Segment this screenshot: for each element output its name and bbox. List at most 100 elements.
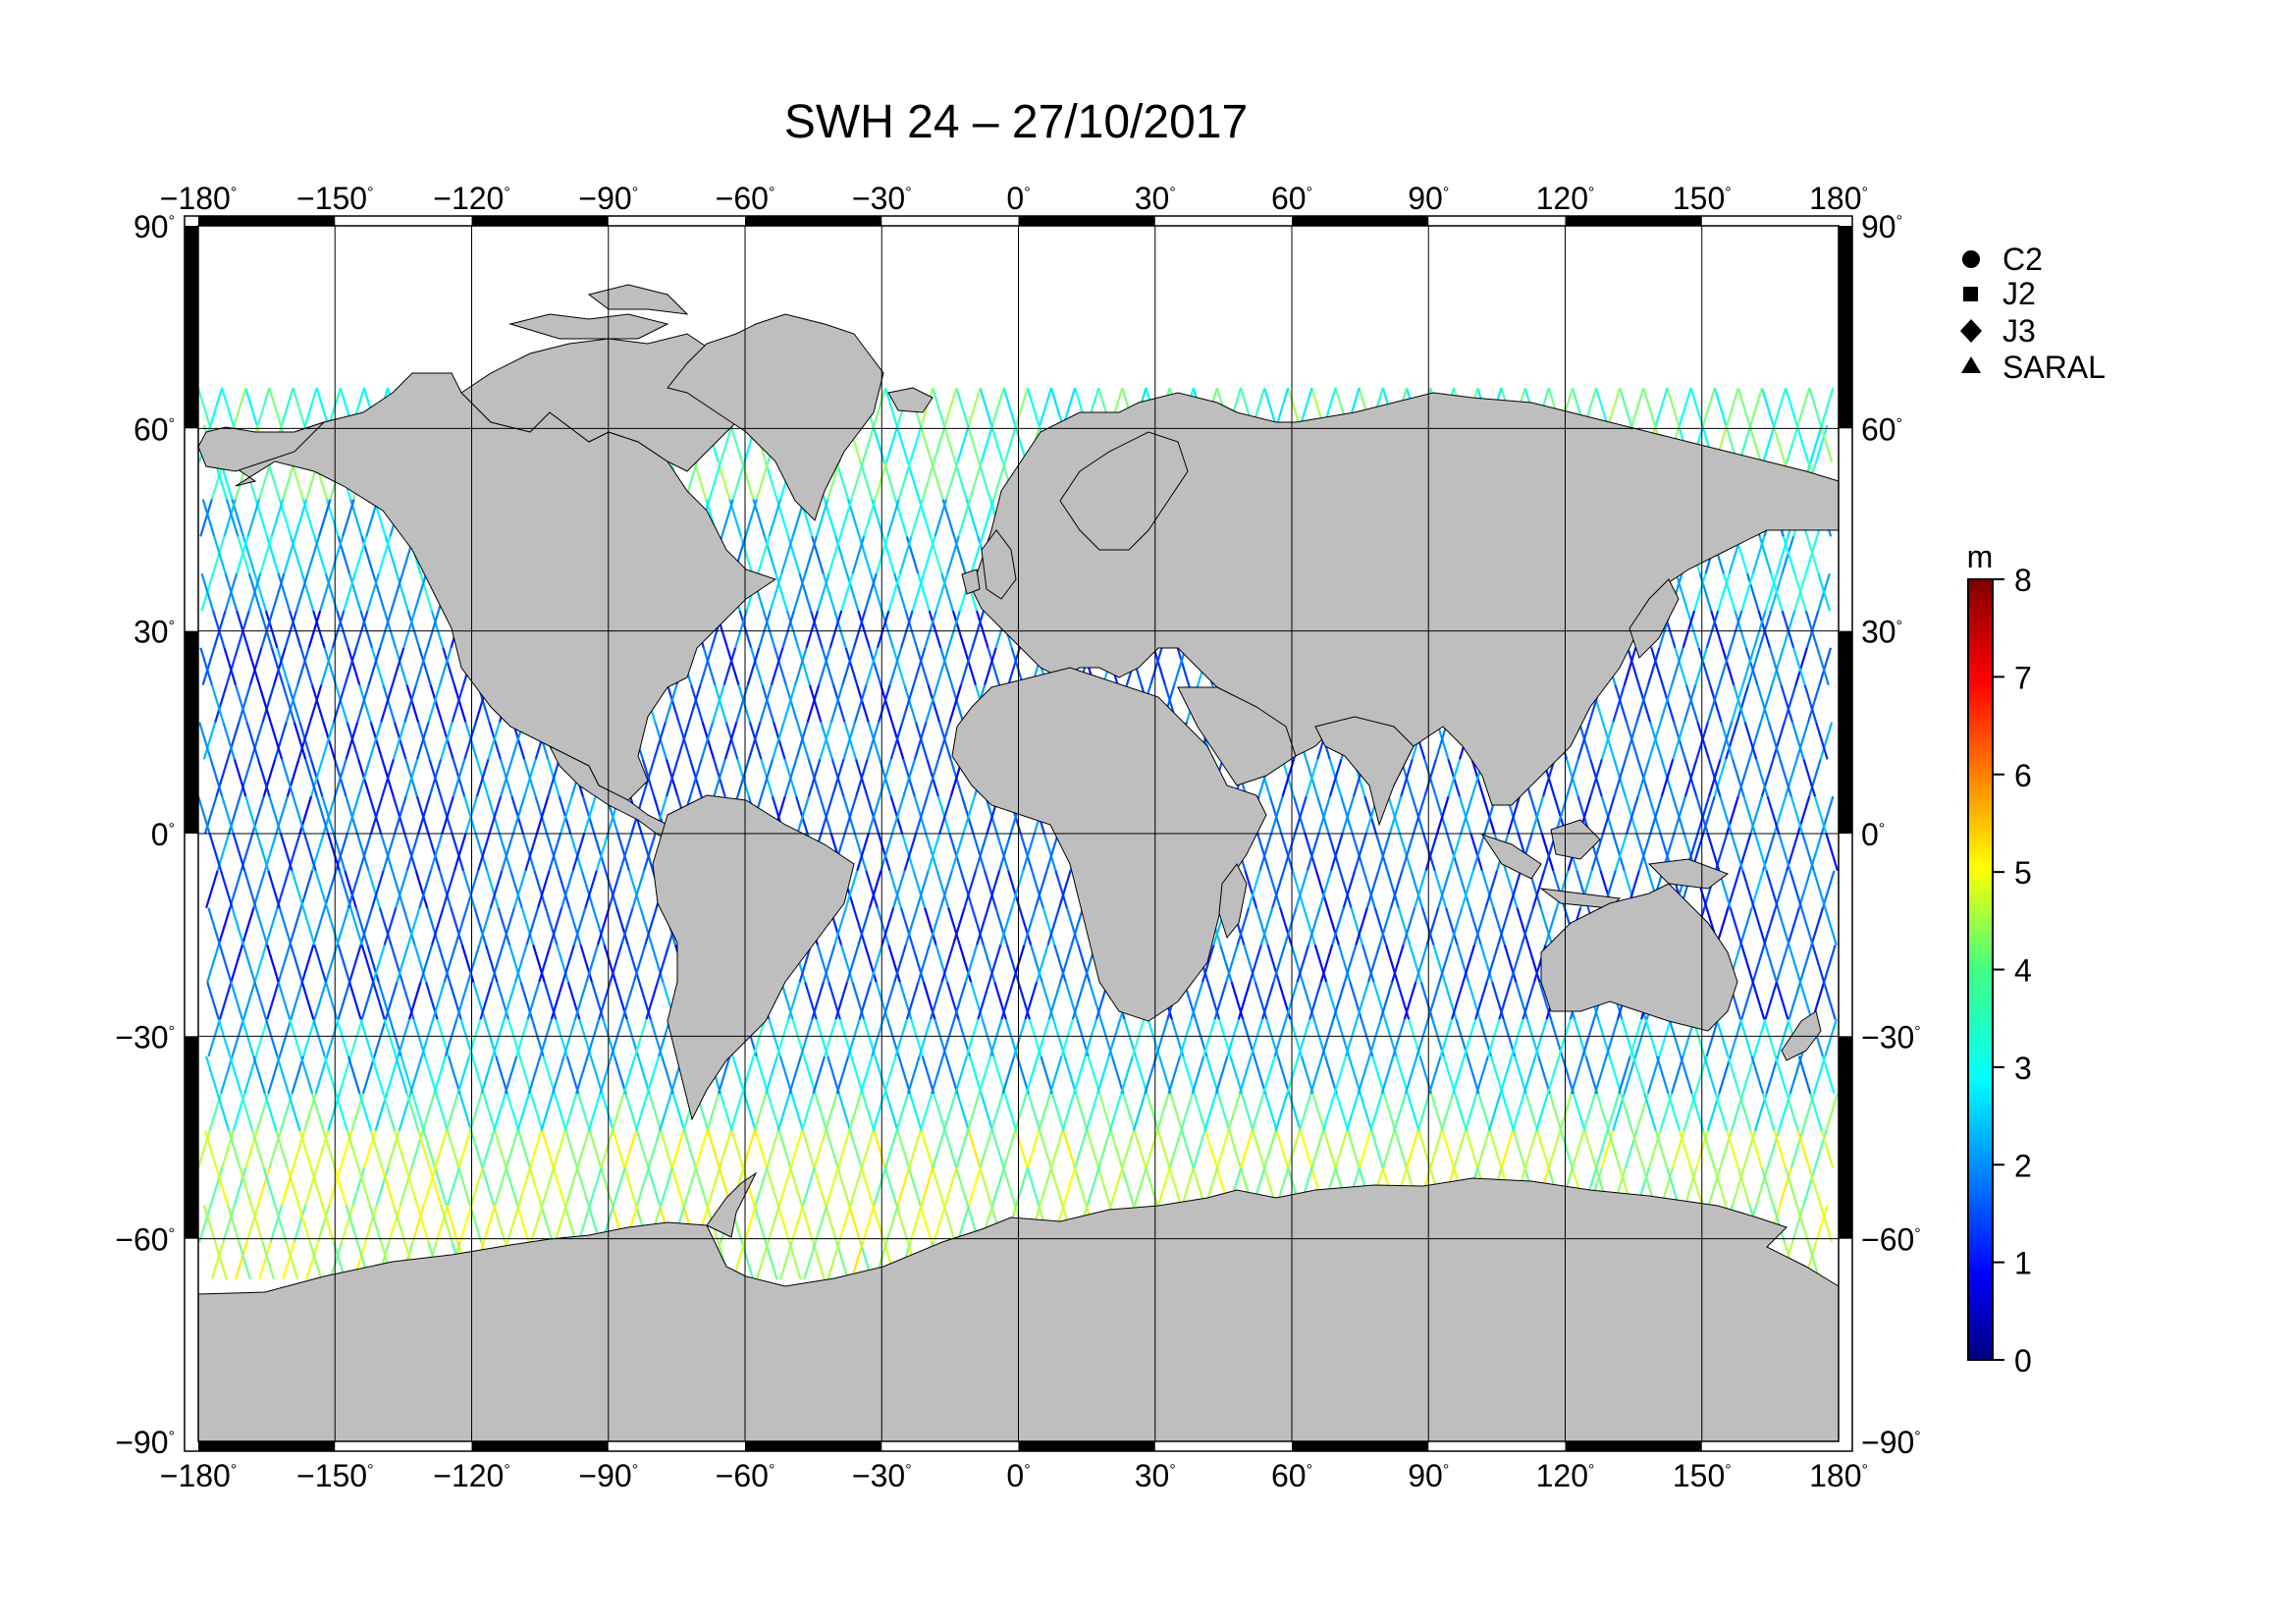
track-segment (351, 1167, 366, 1206)
track-segment (358, 833, 372, 872)
track-segment (800, 1093, 815, 1131)
axis-tick-label: 180° (1809, 1458, 1868, 1493)
track-segment (1086, 1130, 1100, 1168)
track-segment (557, 870, 571, 908)
track-segment (1466, 1055, 1480, 1095)
track-segment (1643, 1093, 1657, 1131)
track-segment (1548, 1093, 1563, 1131)
track-segment (1156, 1093, 1170, 1131)
track-segment (565, 1055, 580, 1095)
track-segment (1689, 387, 1704, 426)
track-segment (1706, 833, 1721, 872)
track-segment (988, 945, 1002, 983)
track-segment (226, 722, 240, 760)
track-segment (354, 610, 369, 649)
track-segment (1530, 795, 1545, 835)
track-segment (1529, 795, 1543, 835)
track-segment (1030, 945, 1043, 983)
track-segment (978, 461, 991, 500)
track-segment (828, 536, 842, 574)
track-segment (1686, 610, 1700, 649)
axis-tick-label: −90° (578, 181, 638, 216)
track-segment (979, 1167, 992, 1206)
track-segment (517, 1130, 531, 1168)
track-segment (1358, 1130, 1372, 1168)
track-segment (397, 1018, 411, 1057)
border-segment (471, 216, 609, 226)
track-segment (1820, 387, 1835, 426)
track-segment (267, 870, 281, 908)
track-segment (323, 1055, 338, 1095)
track-segment (834, 981, 849, 1020)
track-segment (1228, 1130, 1242, 1168)
track-segment (951, 907, 966, 946)
track-segment (636, 1167, 650, 1206)
track-segment (885, 424, 899, 463)
track-segment (291, 1055, 305, 1095)
track-segment (838, 499, 853, 537)
track-segment (828, 610, 843, 649)
axis-tick-label: −60° (716, 1458, 775, 1493)
track-segment (1182, 1055, 1196, 1095)
track-segment (1727, 870, 1740, 908)
track-segment (1703, 1055, 1717, 1095)
track-segment (1510, 1018, 1524, 1057)
track-segment (1149, 647, 1163, 686)
track-segment (415, 795, 430, 835)
track-segment (457, 1130, 472, 1168)
track-segment (423, 1055, 438, 1095)
track-segment (553, 1130, 566, 1168)
track-segment (616, 833, 631, 872)
track-segment (208, 833, 223, 872)
track-segment (917, 572, 931, 612)
track-segment (466, 945, 481, 983)
track-segment (1654, 387, 1669, 426)
track-segment (1299, 1130, 1313, 1168)
track-segment (1411, 795, 1425, 835)
track-segment (454, 907, 468, 946)
track-segment (1216, 1093, 1231, 1131)
track-segment (785, 610, 800, 649)
track-segment (878, 684, 891, 723)
track-segment (807, 759, 822, 797)
axis-tick-label: 90° (1408, 181, 1449, 216)
antarctic-peninsula (706, 1171, 758, 1238)
track-segment (1484, 870, 1499, 908)
track-segment (864, 572, 878, 612)
track-segment (1658, 1018, 1672, 1057)
border-segment (185, 630, 198, 834)
track-segment (240, 907, 255, 946)
track-segment (1760, 1167, 1775, 1206)
track-segment (369, 1130, 384, 1168)
track-segment (1294, 795, 1308, 835)
track-segment (1756, 684, 1770, 723)
track-segment (1018, 907, 1033, 946)
track-segment (860, 1167, 875, 1206)
track-segment (1046, 907, 1061, 946)
track-segment (1660, 759, 1675, 797)
track-segment (1772, 722, 1786, 760)
track-segment (218, 945, 233, 983)
track-segment (303, 833, 317, 872)
track-segment (1263, 387, 1277, 426)
track-segment (1741, 647, 1756, 686)
track-segment (1674, 647, 1688, 686)
track-segment (1001, 1055, 1016, 1095)
track-segment (689, 759, 703, 797)
track-segment (908, 1130, 922, 1168)
track-segment (354, 907, 369, 946)
track-segment (564, 1130, 579, 1168)
track-segment (1476, 1130, 1491, 1168)
track-segment (528, 1167, 543, 1206)
track-segment (1263, 1130, 1277, 1168)
track-segment (438, 647, 453, 686)
track-segment (329, 1241, 344, 1280)
track-segment (731, 461, 746, 500)
track-segment (795, 795, 809, 835)
track-segment (1146, 1093, 1160, 1131)
track-segment (1469, 833, 1483, 872)
track-segment (1733, 684, 1746, 723)
map-title: SWH 24 – 27/10/2017 (784, 96, 1248, 148)
track-segment (895, 424, 909, 463)
track-segment (1626, 795, 1639, 835)
